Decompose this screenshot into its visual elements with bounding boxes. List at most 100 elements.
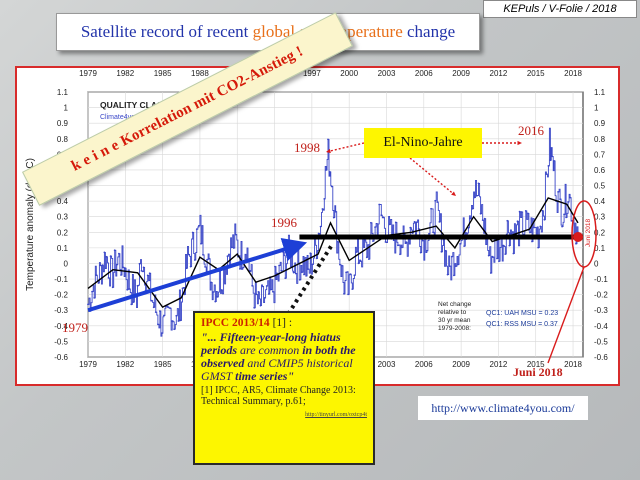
series-point xyxy=(359,260,362,262)
x-tick-label-top: 2006 xyxy=(415,69,433,78)
series-point xyxy=(187,253,190,256)
series-point xyxy=(208,257,211,260)
series-point xyxy=(109,255,112,257)
series-point xyxy=(325,169,328,171)
series-point xyxy=(200,242,202,245)
juni-pointer xyxy=(547,266,585,364)
series-point xyxy=(430,207,432,210)
y-tick-label-right: 1.1 xyxy=(594,88,606,97)
series-point xyxy=(323,198,326,200)
series-point xyxy=(399,253,401,256)
series-point xyxy=(267,293,270,295)
series-point xyxy=(126,288,129,291)
series-point xyxy=(481,219,484,222)
series-point xyxy=(327,138,329,141)
x-tick-label-top: 1997 xyxy=(303,69,321,78)
series-point xyxy=(374,226,376,229)
elnino-arrow-1998 xyxy=(325,142,365,153)
x-tick-label-top: 2003 xyxy=(378,69,396,78)
series-point xyxy=(438,221,441,223)
series-point xyxy=(343,292,345,295)
series-point xyxy=(115,263,118,266)
label-2016: 2016 xyxy=(518,123,544,138)
x-tick-label-top: 1988 xyxy=(191,69,209,78)
series-point xyxy=(305,275,307,277)
series-point xyxy=(263,297,266,299)
x-tick-label-bottom: 1985 xyxy=(154,360,172,369)
series-point xyxy=(349,273,352,276)
series-point xyxy=(204,266,207,268)
series-point xyxy=(417,228,420,230)
series-point xyxy=(99,264,102,267)
series-point xyxy=(401,246,403,249)
slide-credit: KEPuls / V-Folie / 2018 xyxy=(483,0,637,18)
y-tick-label-left: 1.1 xyxy=(57,88,69,97)
source-url[interactable]: http://www.climate4you.com/ xyxy=(418,396,588,420)
series-point xyxy=(419,251,422,254)
y-tick-label-right: 0.8 xyxy=(594,135,606,144)
series-point xyxy=(189,265,192,268)
legend-line-uah: QC1: UAH MSU = 0.23 xyxy=(486,310,558,317)
series-point xyxy=(103,251,106,254)
ipcc-quote-open: "... xyxy=(201,330,220,344)
series-point xyxy=(353,274,356,277)
y-tick-label-right: -0.6 xyxy=(594,353,608,362)
label-1998: 1998 xyxy=(294,140,320,155)
series-point xyxy=(382,216,385,219)
series-point xyxy=(440,250,443,253)
series-point xyxy=(549,159,552,162)
series-point xyxy=(453,274,455,277)
ipcc-quote-bold: Fifteen-year-long hiatus periods xyxy=(201,330,341,357)
ipcc-link[interactable]: http://tinyurl.com/oxtcp4t xyxy=(305,412,367,418)
series-point xyxy=(496,257,498,260)
y-tick-label-right: -0.2 xyxy=(594,291,608,300)
series-point xyxy=(336,240,339,243)
series-point xyxy=(368,258,370,260)
y-tick-label-right: 0.1 xyxy=(594,244,606,253)
y-tick-label-right: 0.5 xyxy=(594,182,606,191)
ipcc-quote-bold3: time series" xyxy=(235,369,295,383)
series-point xyxy=(319,225,322,228)
x-tick-label-bottom: 1982 xyxy=(116,360,134,369)
elnino-arrow-2016-head xyxy=(517,140,522,146)
series-point xyxy=(195,228,198,231)
series-point xyxy=(113,249,116,252)
series-point xyxy=(520,211,523,213)
series-point xyxy=(436,201,439,204)
series-point xyxy=(257,291,260,293)
series-point xyxy=(179,319,182,322)
series-point xyxy=(148,272,151,275)
x-tick-label-top: 2015 xyxy=(527,69,545,78)
series-point xyxy=(432,231,434,234)
legend-line-rss: QC1: RSS MSU = 0.37 xyxy=(486,321,558,328)
series-point xyxy=(479,212,482,215)
series-point xyxy=(124,267,126,270)
y-tick-label-left: -0.6 xyxy=(54,353,68,362)
series-point xyxy=(365,256,368,259)
series-point xyxy=(284,277,287,280)
series-point xyxy=(294,272,297,275)
series-point xyxy=(161,332,163,335)
series-point xyxy=(510,232,513,235)
y-tick-label-right: 0 xyxy=(594,259,599,268)
series-point xyxy=(450,255,453,258)
juni-side-label: Juni 2018 xyxy=(585,218,592,247)
series-point xyxy=(397,244,399,247)
series-point xyxy=(87,303,89,306)
series-point xyxy=(193,259,196,261)
series-point xyxy=(459,243,461,245)
series-point xyxy=(140,270,143,272)
series-point xyxy=(384,241,387,243)
series-point xyxy=(531,240,533,243)
net-change-note-1: Net change xyxy=(438,301,472,308)
series-point xyxy=(457,263,459,266)
series-point xyxy=(142,266,145,269)
elnino-label: El-Nino-Jahre xyxy=(364,128,482,158)
y-tick-label-right: 0.3 xyxy=(594,213,606,222)
series-point xyxy=(380,214,383,217)
series-point xyxy=(415,221,418,224)
y-tick-label-left: -0.1 xyxy=(54,275,68,284)
title-part1: Satellite record of recent xyxy=(80,22,253,41)
series-point xyxy=(330,185,333,188)
series-point xyxy=(167,306,169,309)
